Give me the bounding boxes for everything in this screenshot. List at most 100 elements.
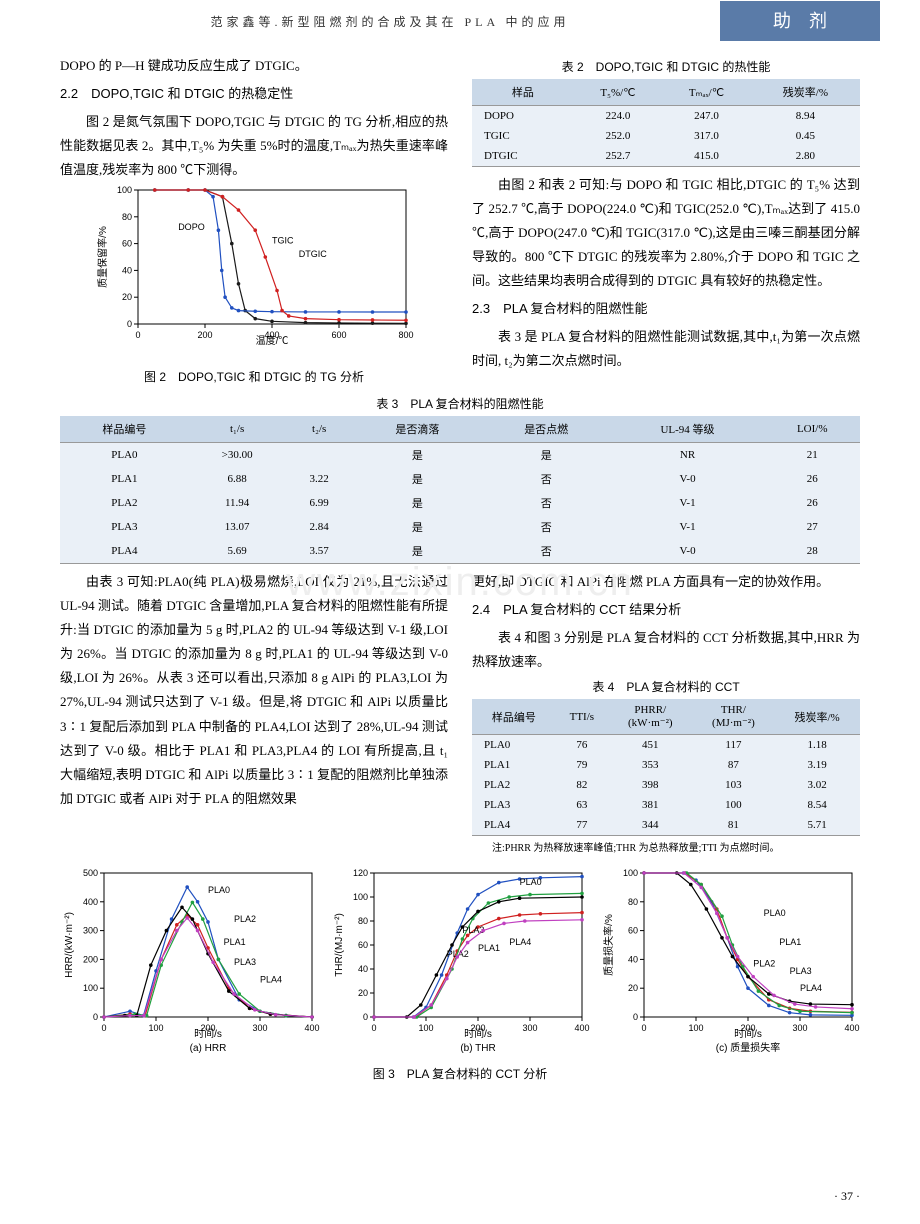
svg-text:300: 300 xyxy=(252,1023,267,1033)
table-cell: 398 xyxy=(608,775,693,795)
svg-text:(c) 质量损失率: (c) 质量损失率 xyxy=(716,1041,780,1054)
table-cell: PLA3 xyxy=(472,795,556,815)
table-cell: PLA4 xyxy=(472,815,556,836)
table-cell: 2.84 xyxy=(285,515,353,539)
svg-text:100: 100 xyxy=(83,984,98,994)
table-4-caption: 表 4 PLA 复合材料的 CCT xyxy=(472,678,860,695)
table-cell: PLA2 xyxy=(472,775,556,795)
table-cell: 3.57 xyxy=(285,539,353,564)
svg-text:0: 0 xyxy=(93,1012,98,1022)
table-4-note: 注:PHRR 为热释放速率峰值;THR 为总热释放量;TTI 为点燃时间。 xyxy=(472,840,860,857)
svg-text:400: 400 xyxy=(304,1023,319,1033)
table-cell: 77 xyxy=(556,815,608,836)
para-fig2-intro: 图 2 是氮气氛围下 DOPO,TGIC 与 DTGIC 的 TG 分析,相应的… xyxy=(60,110,448,182)
heading-2-2: 2.2 DOPO,TGIC 和 DTGIC 的热稳定性 xyxy=(60,82,448,106)
table-row: PLA211.946.99是否V-126 xyxy=(60,491,860,515)
table-cell: 117 xyxy=(693,735,775,756)
svg-text:0: 0 xyxy=(633,1012,638,1022)
table-cell: 8.94 xyxy=(751,106,860,127)
svg-text:400: 400 xyxy=(574,1023,589,1033)
svg-text:时间/s: 时间/s xyxy=(464,1027,492,1040)
table-cell: V-0 xyxy=(611,539,765,564)
table-cell: DOPO xyxy=(472,106,574,127)
right-column-2: 更好,即 DTGIC 和 AlPi 在阻燃 PLA 方面具有一定的协效作用。 2… xyxy=(472,570,860,857)
svg-text:20: 20 xyxy=(358,988,368,998)
table-header-cell: 样品编号 xyxy=(472,699,556,735)
figure-2-tg-chart: 0200400600800020406080100温度/℃质量保留率/%TGIC… xyxy=(60,182,448,362)
table-cell: V-0 xyxy=(611,467,765,491)
svg-text:PLA2: PLA2 xyxy=(234,914,256,924)
table-row: PLA3633811008.54 xyxy=(472,795,860,815)
middle-columns: 由表 3 可知:PLA0(纯 PLA)极易燃烧,LOI 仅为 21%,且无法通过… xyxy=(0,570,920,857)
table-cell: 3.19 xyxy=(774,755,860,775)
table-3: 样品编号t₁/st₂/s是否滴落是否点燃UL-94 等级LOI/%PLA0>30… xyxy=(60,416,860,564)
table-header-cell: THR/ (MJ·m⁻²) xyxy=(693,699,775,735)
table-row: PLA45.693.57是否V-028 xyxy=(60,539,860,564)
table-cell: 否 xyxy=(482,539,611,564)
svg-text:DTGIC: DTGIC xyxy=(299,249,327,259)
table-2-caption: 表 2 DOPO,TGIC 和 DTGIC 的热性能 xyxy=(472,58,860,75)
figure-3-panels: 01002003004000100200300400500时间/s(a) HRR… xyxy=(0,865,920,1059)
table-row: PLA0764511171.18 xyxy=(472,735,860,756)
svg-text:80: 80 xyxy=(122,212,132,222)
table-row: DOPO224.0247.08.94 xyxy=(472,106,860,127)
para-dopo-ph: DOPO 的 P—H 键成功反应生成了 DTGIC。 xyxy=(60,54,448,78)
svg-text:PLA0: PLA0 xyxy=(520,877,542,887)
table-cell: 3.22 xyxy=(285,467,353,491)
svg-text:100: 100 xyxy=(623,868,638,878)
table-cell: PLA4 xyxy=(60,539,189,564)
svg-text:PLA4: PLA4 xyxy=(800,984,822,994)
heading-2-3: 2.3 PLA 复合材料的阻燃性能 xyxy=(472,297,860,321)
table-cell: PLA2 xyxy=(60,491,189,515)
svg-text:400: 400 xyxy=(844,1023,859,1033)
table-cell: 是 xyxy=(353,539,482,564)
svg-text:0: 0 xyxy=(101,1023,106,1033)
table-cell: 是 xyxy=(482,443,611,468)
table-cell: 是 xyxy=(353,491,482,515)
svg-text:温度/℃: 温度/℃ xyxy=(256,334,289,347)
svg-text:质量保留率/%: 质量保留率/% xyxy=(96,226,109,288)
section-badge: 助剂 xyxy=(720,1,880,41)
table-header-cell: T₅%/℃ xyxy=(574,79,662,106)
svg-text:300: 300 xyxy=(522,1023,537,1033)
para-tab4-intro: 表 4 和图 3 分别是 PLA 复合材料的 CCT 分析数据,其中,HRR 为… xyxy=(472,626,860,674)
table-cell: 415.0 xyxy=(662,146,751,167)
svg-text:60: 60 xyxy=(628,926,638,936)
table-2: 样品T₅%/℃Tₘₐₓ/℃残炭率/%DOPO224.0247.08.94TGIC… xyxy=(472,79,860,167)
svg-text:100: 100 xyxy=(353,892,368,902)
table-row: PLA179353873.19 xyxy=(472,755,860,775)
table-cell: 1.18 xyxy=(774,735,860,756)
svg-text:PLA3: PLA3 xyxy=(790,966,812,976)
svg-text:(a) HRR: (a) HRR xyxy=(190,1043,227,1054)
svg-text:PLA4: PLA4 xyxy=(509,937,531,947)
svg-text:PLA1: PLA1 xyxy=(779,937,801,947)
table-cell: DTGIC xyxy=(472,146,574,167)
table-cell: 5.71 xyxy=(774,815,860,836)
table-cell: 82 xyxy=(556,775,608,795)
table-cell: >30.00 xyxy=(189,443,286,468)
table-cell: 63 xyxy=(556,795,608,815)
table-header-cell: t₂/s xyxy=(285,416,353,443)
table-3-block: 表 3 PLA 复合材料的阻燃性能 样品编号t₁/st₂/s是否滴落是否点燃UL… xyxy=(0,395,920,564)
table-4: 样品编号TTI/sPHRR/ (kW·m⁻²)THR/ (MJ·m⁻²)残炭率/… xyxy=(472,699,860,836)
table-cell: 252.7 xyxy=(574,146,662,167)
upper-columns: DOPO 的 P—H 键成功反应生成了 DTGIC。 2.2 DOPO,TGIC… xyxy=(0,54,920,391)
table-header-cell: Tₘₐₓ/℃ xyxy=(662,79,751,106)
figure-2-caption: 图 2 DOPO,TGIC 和 DTGIC 的 TG 分析 xyxy=(60,368,448,385)
table-cell: 8.54 xyxy=(774,795,860,815)
svg-text:0: 0 xyxy=(641,1023,646,1033)
svg-text:100: 100 xyxy=(688,1023,703,1033)
svg-text:时间/s: 时间/s xyxy=(734,1027,762,1040)
svg-text:0: 0 xyxy=(127,319,132,329)
page-number: · 37 · xyxy=(834,1189,860,1204)
table-cell: 100 xyxy=(693,795,775,815)
svg-text:800: 800 xyxy=(398,330,413,340)
table-header-cell: UL-94 等级 xyxy=(611,416,765,443)
table-cell: 28 xyxy=(764,539,860,564)
table-cell: 13.07 xyxy=(189,515,286,539)
svg-text:500: 500 xyxy=(83,868,98,878)
svg-text:60: 60 xyxy=(122,239,132,249)
svg-text:DOPO: DOPO xyxy=(178,222,205,232)
table-header-cell: 样品 xyxy=(472,79,574,106)
table-3-caption: 表 3 PLA 复合材料的阻燃性能 xyxy=(60,395,860,412)
